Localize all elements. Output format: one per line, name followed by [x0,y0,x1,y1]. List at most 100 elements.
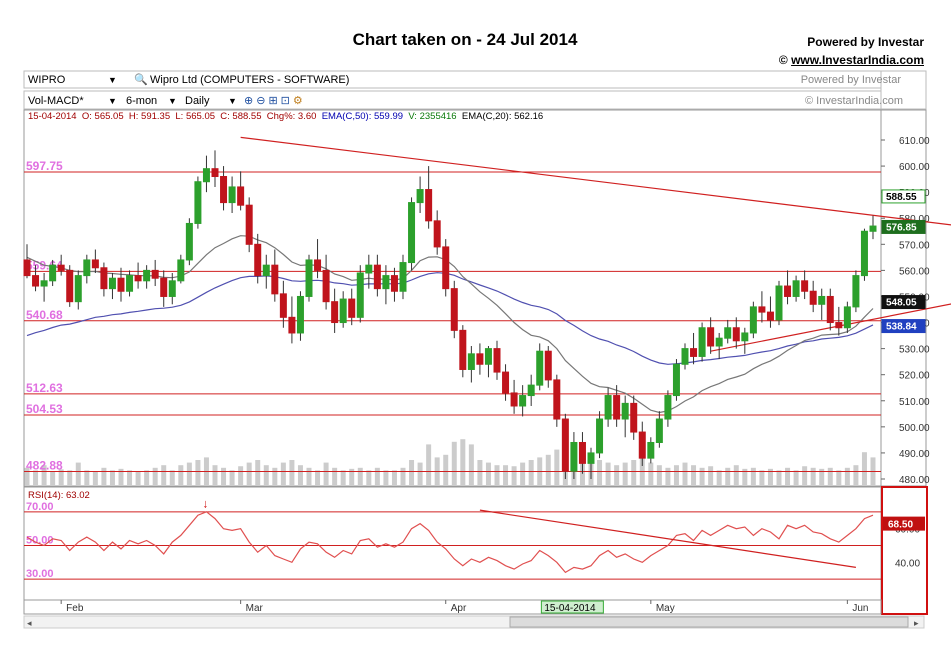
zoom-out-icon[interactable]: ⊖ [256,95,266,107]
level-label: 512.63 [26,381,63,395]
candle [245,197,253,253]
ema20-line [26,235,874,414]
volume-bar [297,465,303,486]
candle-body [23,259,31,277]
candle [356,265,364,323]
candle [544,346,552,388]
zoom-fit-icon[interactable]: ⊞ [268,95,278,107]
volume-bar [221,467,227,486]
rsi-level-label: 50.00 [26,535,54,547]
volume-bar [169,470,175,486]
rsi-arrow-marker: ↓ [202,496,208,510]
volume-bar [468,444,474,486]
rsi-name: RSI(14): [28,490,64,501]
candle-body [408,202,416,264]
candle [869,215,877,240]
candle-body [493,348,501,373]
candle [49,259,57,287]
candle-body [655,418,663,443]
candle-body [288,316,296,334]
volume-bar [716,470,722,486]
candle-body [724,327,732,339]
period-dropdown-icon[interactable]: ▼ [168,96,177,106]
rsi-tag [883,516,925,531]
candle [425,166,433,229]
info-ema50: EMA(C,50): 559.99 [321,111,404,122]
candle [578,432,586,474]
volume-bar [614,465,620,486]
zoom-in-icon[interactable]: ⊕ [244,95,254,107]
company-search-icon[interactable]: 🔍 [134,74,148,86]
horizontal-scrollbar[interactable] [23,615,925,629]
volume-bar [682,462,688,486]
info-open: O: 565.05 [81,111,124,122]
interval-select[interactable]: Daily [185,95,209,107]
candle-body [305,259,313,297]
volume-bar [836,470,842,486]
interval-dropdown-icon[interactable]: ▼ [228,96,237,106]
candle [143,265,151,289]
candle [664,390,672,427]
settings-icon[interactable]: ⚙ [292,95,303,107]
volume-bar [648,462,654,486]
rsi-tick-label: 40.00 [895,558,920,569]
candle-body [510,392,518,407]
volume-bar [597,460,603,486]
info-volume: V: 2355416 [408,111,457,122]
volume-bar [460,439,466,486]
volume-bar [545,454,551,486]
rsi-panel [23,486,882,601]
indicator-dropdown-icon[interactable]: ▼ [108,96,117,106]
candle-body [228,186,236,204]
candle [527,374,535,406]
price-tick-label: 520.00 [899,371,930,382]
candle [151,259,159,287]
price-tag [881,189,926,204]
symbol-select[interactable]: WIPRO [28,74,65,86]
candle [570,432,578,479]
info-line: 15-04-2014 O: 565.05 H: 591.35 L: 565.05… [28,111,543,122]
candle [630,395,638,440]
candle [493,340,501,380]
indicator-select[interactable]: Vol-MACD* [28,95,84,107]
candle-body [425,189,433,222]
volume-bar [733,465,739,486]
candle [117,267,125,302]
candle-body [784,285,792,297]
candle-body [49,264,57,282]
zoom-reset-icon[interactable]: ⊡ [280,95,290,107]
volume-bar [776,470,782,486]
candle [220,166,228,211]
candle-body [194,181,202,224]
candle-body [835,322,843,329]
candle-body [126,275,134,292]
candle [202,155,210,193]
period-select[interactable]: 6-mon [126,95,157,107]
price-tag-label: 548.05 [886,298,917,309]
candle [561,413,569,479]
candle [237,171,245,211]
symbol-dropdown-icon[interactable]: ▼ [108,75,117,85]
scroll-left-icon: ◂ [27,618,32,628]
volume-bar [315,470,321,486]
candle-body [561,418,569,472]
candle [32,265,40,292]
volume-bar [41,465,47,486]
candle-body [151,269,159,279]
candle-body [32,275,40,287]
volume-bar [691,465,697,486]
candle [254,233,262,284]
candle [459,325,467,378]
candle-body [220,176,228,204]
candle-body [365,264,373,274]
candle [681,343,689,370]
volume-bar [477,460,483,486]
volume-bar [554,449,560,486]
candle [66,265,74,307]
candle-body [613,395,621,420]
scrollbar-thumb [509,616,909,628]
volume-bar [340,470,346,486]
volume-bar [75,462,81,486]
site-link[interactable]: www.InvestarIndia.com [791,53,924,67]
